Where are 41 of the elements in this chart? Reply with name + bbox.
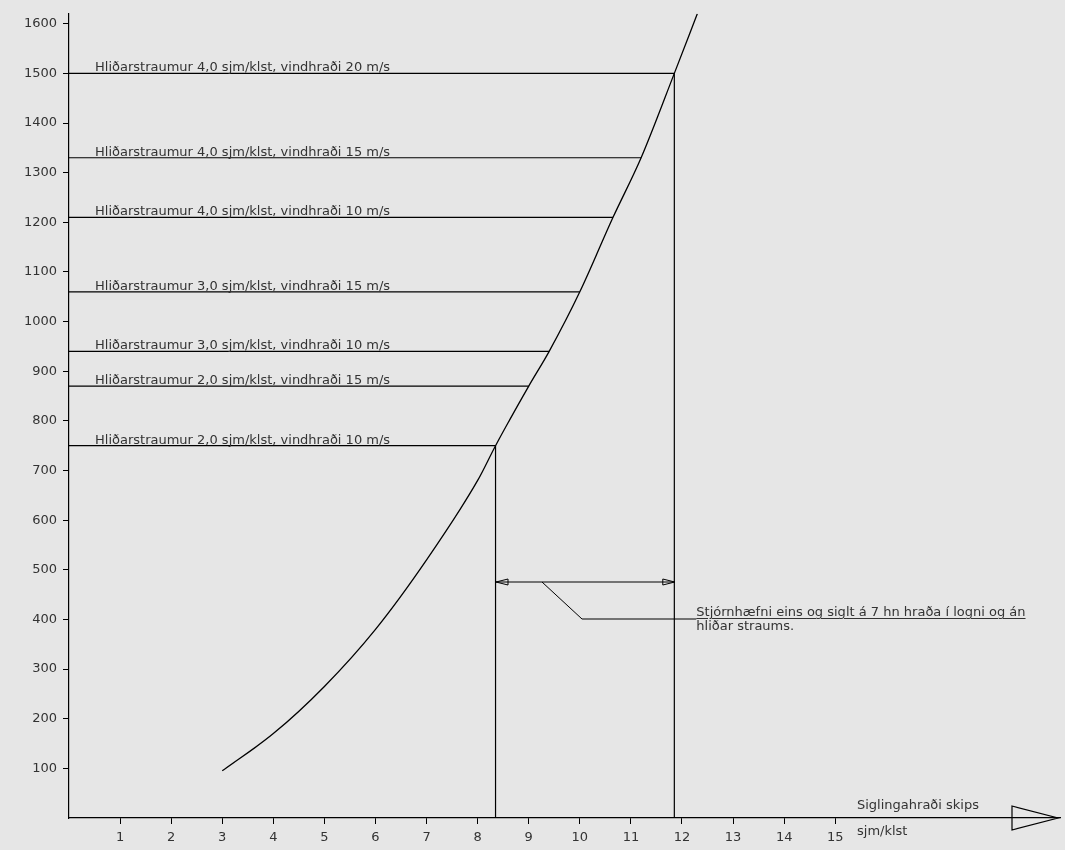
ref-line-label: Hliðarstraumur 4,0 sjm/klst, vindhraði 20 m/s	[95, 59, 391, 75]
x-tick-label: 2	[167, 829, 176, 845]
ref-line-label: Hliðarstraumur 4,0 sjm/klst, vindhraði 10 m/s	[95, 203, 391, 219]
x-tick-label: 12	[673, 829, 691, 845]
y-tick-label: 1600	[23, 15, 57, 31]
x-tick-label: 1	[115, 829, 125, 845]
y-tick-label: 700	[32, 461, 57, 477]
x-tick-label: 14	[775, 829, 793, 845]
x-tick-label: 7	[422, 829, 431, 845]
x-tick-label: 13	[724, 829, 742, 845]
y-tick-label: 300	[32, 660, 57, 676]
y-tick-label: 1200	[23, 213, 57, 229]
ref-line-label: Hliðarstraumur 3,0 sjm/klst, vindhraði 10 m/s	[95, 337, 391, 353]
y-tick-label: 1000	[23, 312, 57, 328]
text: sjm/klst	[857, 822, 908, 838]
x-tick-label: 9	[524, 829, 533, 845]
ref-line-label: Hliðarstraumur 4,0 sjm/klst, vindhraði 15 m/s	[95, 143, 391, 159]
y-tick-label: 1400	[23, 114, 57, 130]
x-tick-label: 6	[371, 829, 380, 845]
y-tick-label: 600	[32, 511, 57, 527]
x-axis-title: Siglingahraði skips	[857, 796, 980, 812]
y-tick-label: 1100	[23, 263, 57, 279]
y-tick-label: 100	[32, 759, 57, 775]
annotation: Stjórnhæfni eins og siglt á 7 hn hraða í logni og án hliðar straums.	[696, 604, 1027, 633]
ref-line-label: Hliðarstraumur 2,0 sjm/klst, vindhraði 10 m/s	[95, 431, 391, 447]
ref-line-label: Hliðarstraumur 3,0 sjm/klst, vindhraði 15 m/s	[95, 277, 391, 293]
x-tick-label: 15	[826, 829, 844, 845]
x-tick-label: 10	[571, 829, 589, 845]
x-tick-label: 3	[218, 829, 227, 845]
ref-line-label: Hliðarstraumur 2,0 sjm/klst, vindhraði 15 m/s	[95, 371, 391, 387]
y-tick-label: 800	[32, 412, 57, 428]
x-tick-label: 11	[622, 829, 640, 845]
y-tick-label: 1300	[23, 164, 57, 180]
y-tick-label: 200	[32, 710, 57, 726]
x-tick-label: 5	[320, 829, 329, 845]
x-tick-label: 8	[473, 829, 482, 845]
y-tick-label: 400	[32, 610, 57, 626]
y-tick-label: 900	[32, 362, 57, 378]
y-tick-label: 1500	[23, 64, 57, 80]
y-tick-label: 500	[32, 561, 57, 577]
x-tick-label: 4	[269, 829, 278, 845]
